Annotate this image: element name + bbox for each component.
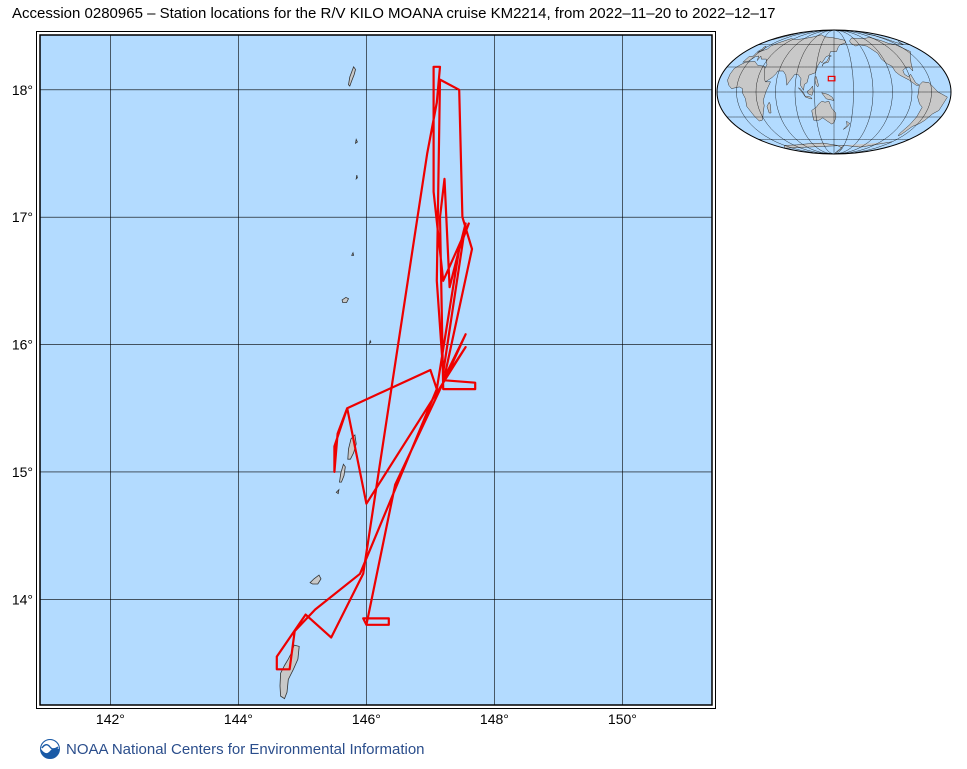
lon-tick-label: 150° <box>608 711 637 727</box>
island-tinian <box>339 463 346 483</box>
inset-land-madagascar <box>766 101 772 114</box>
inset-land-south-america <box>897 81 948 137</box>
island-aguijan <box>335 488 340 495</box>
inset-meridian <box>833 30 913 154</box>
lon-tick-label: 146° <box>352 711 381 727</box>
island-farallon-de-medinilla <box>368 339 372 345</box>
footer-text[interactable]: NOAA National Centers for Environmental … <box>66 740 425 758</box>
noaa-logo-icon[interactable] <box>40 739 60 759</box>
island-guguan <box>355 175 358 181</box>
inset-land-philippines <box>814 76 819 88</box>
island-sarigan <box>351 251 355 256</box>
cruise-track-layer <box>275 65 477 671</box>
lat-tick-label: 18° <box>12 82 33 98</box>
inset-meridian <box>833 30 893 154</box>
inset-land-north-america <box>849 37 921 86</box>
inset-graticule <box>717 30 951 154</box>
lon-tick-label: 144° <box>224 711 253 727</box>
island-pagan <box>348 65 356 87</box>
inset-meridian <box>794 30 835 154</box>
islands-layer <box>279 65 372 700</box>
island-alamagan <box>354 138 358 145</box>
inset-meridian <box>736 30 835 154</box>
lat-tick-label: 15° <box>12 464 33 480</box>
island-guam <box>279 644 300 700</box>
island-rota <box>309 574 322 585</box>
inset-meridian <box>814 30 835 154</box>
lon-tick-label: 148° <box>480 711 509 727</box>
inset-meridian <box>775 30 835 154</box>
inset-land-australia <box>811 101 837 125</box>
inset-land-new-zealand <box>843 120 851 130</box>
inset-meridian <box>833 30 874 154</box>
inset-land-africa <box>727 61 771 122</box>
inset-cruise-area-box <box>827 75 836 82</box>
longitude-labels: 142° 144° 146° 148° 150° <box>96 711 637 727</box>
inset-meridian <box>755 30 835 154</box>
island-anatahan <box>341 296 350 303</box>
map-frame <box>39 34 713 706</box>
map-title: Accession 0280965 – Station locations fo… <box>12 5 776 22</box>
inset-meridian <box>833 30 854 154</box>
lon-tick-label: 142° <box>96 711 125 727</box>
inset-land-borneo <box>807 85 814 96</box>
lat-tick-label: 16° <box>12 337 33 353</box>
latitude-labels: 14° 15° 16° 17° 18° <box>12 82 33 608</box>
lat-tick-label: 14° <box>12 591 33 607</box>
cruise-track <box>275 65 477 671</box>
inset-region-box <box>827 75 836 82</box>
inset-land-japan <box>821 54 833 67</box>
inset-outline <box>716 29 952 155</box>
footer: NOAA National Centers for Environmental … <box>40 738 425 760</box>
lat-tick-label: 17° <box>12 209 33 225</box>
inset-land-great-britain <box>757 45 767 52</box>
graticule <box>40 35 712 705</box>
ocean-background <box>40 35 712 705</box>
inset-meridian <box>833 30 932 154</box>
